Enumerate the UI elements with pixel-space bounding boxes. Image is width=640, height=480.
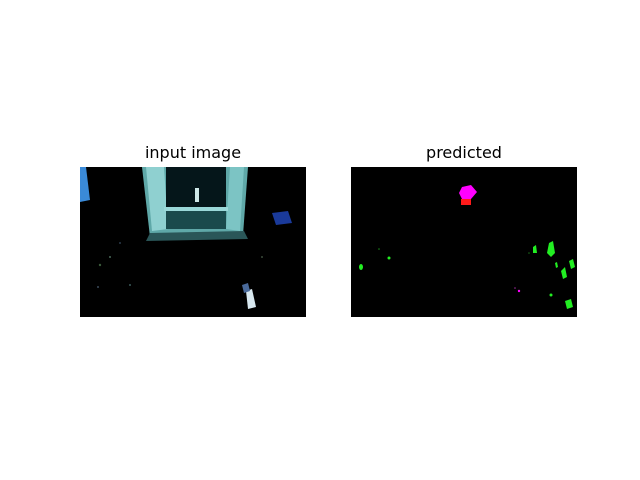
- door-figure: [195, 188, 199, 202]
- predicted-title: predicted: [426, 143, 502, 162]
- predicted-panel: [351, 167, 577, 317]
- mask-magenta-region: [459, 185, 477, 199]
- input-image-panel: [80, 167, 306, 317]
- bottle-object: [246, 289, 256, 309]
- blue-object: [272, 211, 292, 225]
- window-sliver: [80, 167, 90, 202]
- predicted-mask: [351, 167, 577, 317]
- mask-red-region: [461, 199, 471, 205]
- input-image-photo: [80, 167, 306, 317]
- mask-green-region: [359, 264, 363, 270]
- input-image-title: input image: [144, 143, 242, 162]
